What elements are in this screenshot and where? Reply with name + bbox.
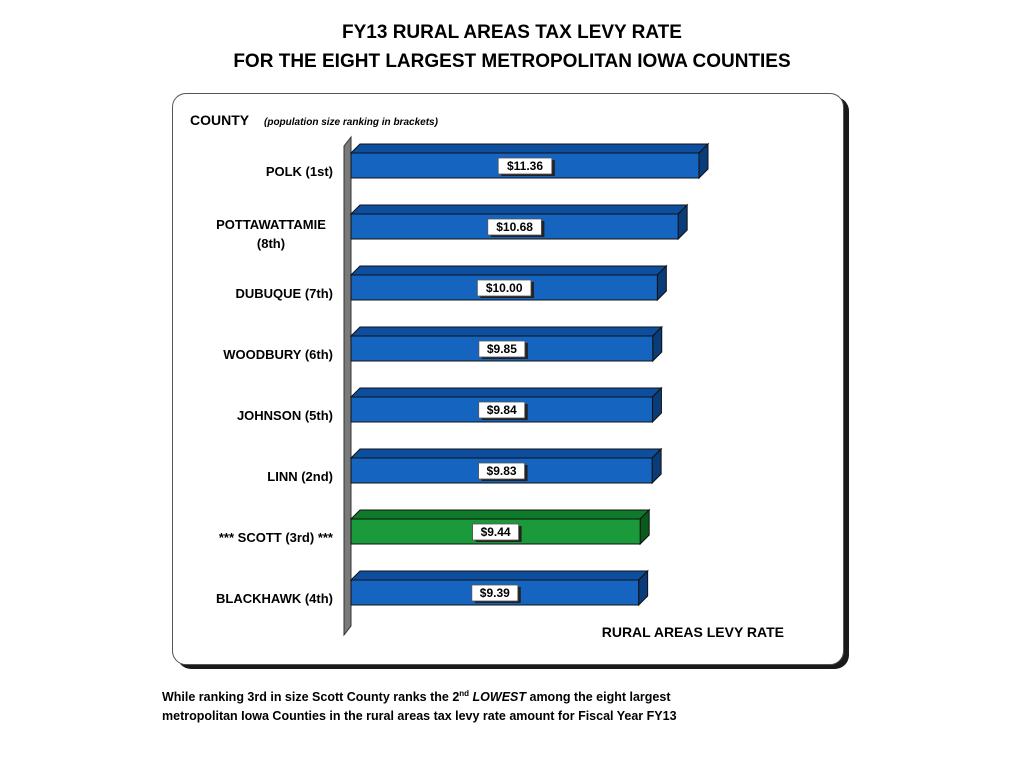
bar-top-face	[349, 387, 663, 398]
footer-note: While ranking 3rd in size Scott County r…	[162, 684, 862, 726]
category-label: BLACKHAWK (4th)	[216, 591, 333, 606]
axis-wall	[343, 135, 352, 637]
bar-top-face	[349, 570, 649, 581]
data-label: $9.39	[480, 586, 510, 600]
x-axis-title: RURAL AREAS LEVY RATE	[602, 624, 784, 640]
data-label-box	[497, 157, 553, 175]
category-label: POLK (1st)	[266, 164, 333, 179]
chart-panel	[172, 93, 844, 665]
data-label-box	[472, 523, 519, 541]
footer-emphasis: LOWEST	[472, 690, 527, 705]
chart-title-line-2: FOR THE EIGHT LARGEST METROPOLITAN IOWA …	[233, 51, 791, 72]
data-label-box	[478, 340, 526, 358]
y-axis-title: COUNTY	[190, 112, 250, 128]
bar-top-face	[349, 204, 689, 215]
data-label: $9.44	[481, 525, 511, 539]
data-label-box	[476, 279, 532, 297]
category-label: *** SCOTT (3rd) ***	[219, 530, 334, 545]
data-label-box	[478, 401, 526, 419]
bar-top-face	[349, 143, 710, 154]
bar-top-face	[349, 265, 668, 276]
data-label-box	[471, 584, 519, 602]
bar-top-face	[349, 326, 663, 337]
category-label: POTTAWATTAMIE	[216, 217, 326, 232]
data-label-box	[487, 218, 542, 236]
footer-text-part1: While ranking 3rd in size Scott County r…	[162, 690, 460, 705]
data-label: $9.85	[487, 342, 517, 356]
data-label: $11.36	[507, 159, 543, 173]
data-label-box	[478, 462, 525, 480]
data-label: $9.84	[487, 403, 517, 417]
data-label: $9.83	[487, 464, 517, 478]
footer-text-part2: among the eight largest	[526, 690, 671, 705]
bar-top-face	[349, 509, 651, 520]
chart-title-line-1: FY13 RURAL AREAS TAX LEVY RATE	[342, 22, 682, 43]
footer-text-line2: metropolitan Iowa Counties in the rural …	[162, 709, 677, 724]
category-label-line2: (8th)	[257, 236, 285, 251]
category-label: JOHNSON (5th)	[237, 408, 333, 423]
y-axis-note: (population size ranking in brackets)	[264, 117, 439, 128]
bar-top-face	[349, 448, 663, 459]
data-label: $10.00	[486, 281, 523, 295]
data-label: $10.68	[496, 220, 533, 234]
category-label: WOODBURY (6th)	[223, 347, 333, 362]
category-label: LINN (2nd)	[267, 469, 333, 484]
footer-superscript: nd	[459, 689, 470, 698]
category-label: DUBUQUE (7th)	[236, 286, 334, 301]
